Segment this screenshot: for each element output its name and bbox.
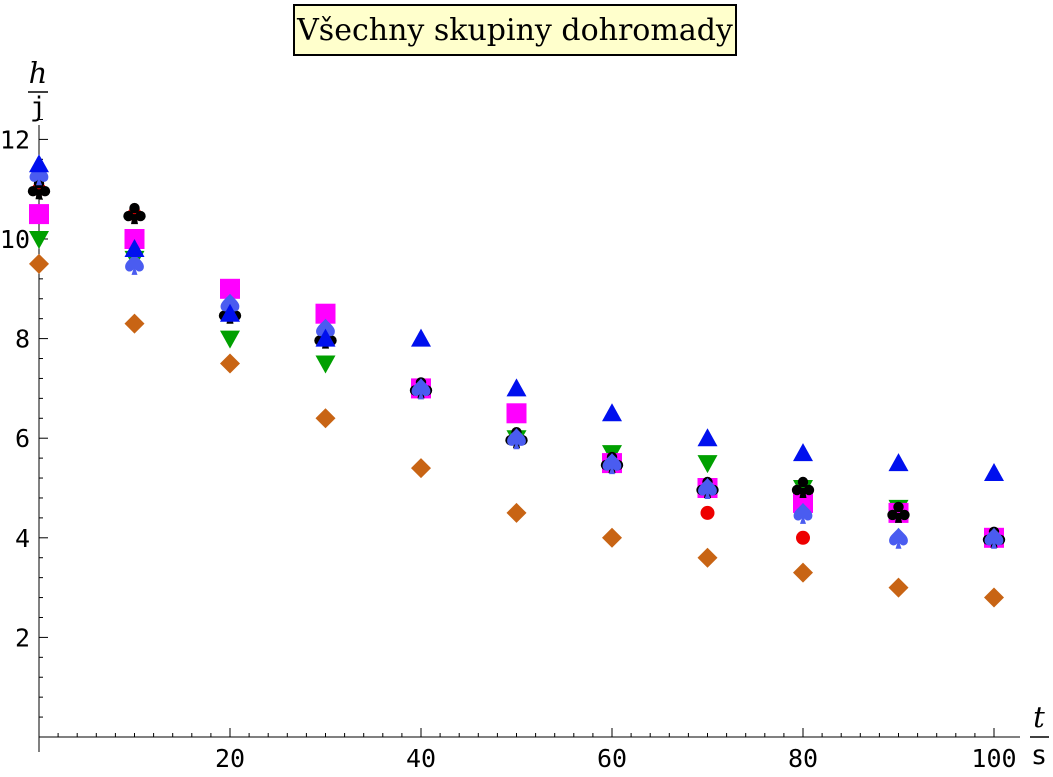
diamond-point [697, 547, 718, 568]
triangle-down-point [315, 355, 336, 374]
circle-point [700, 505, 715, 520]
series-diamond [29, 253, 1004, 608]
y-tick-label: 4 [15, 524, 30, 553]
spade-point [889, 527, 908, 549]
square-point [315, 303, 336, 324]
axes [38, 125, 1020, 752]
series-circle [32, 182, 1001, 545]
triangle-down-point [29, 231, 49, 249]
spade-point [984, 527, 1004, 549]
x-tick-label: 60 [597, 744, 627, 773]
diamond-point [888, 577, 909, 598]
spade-point [411, 378, 431, 400]
y-tick-label: 2 [15, 623, 30, 652]
series-club [27, 178, 1006, 548]
square-point [506, 403, 527, 424]
y-tick-label: 8 [15, 325, 30, 354]
data-marks [27, 154, 1006, 608]
diamond-point [315, 408, 336, 429]
y-tick-label: 6 [15, 424, 30, 453]
series-spade [29, 164, 1004, 549]
spade-point [698, 478, 717, 499]
diamond-point [602, 527, 622, 548]
club-point [887, 501, 910, 523]
diamond-point [124, 313, 145, 334]
x-axis-label-numerator: t [1033, 700, 1045, 734]
triangle-down-point [697, 455, 718, 474]
spade-point [793, 502, 813, 524]
series-square [29, 204, 1004, 548]
spade-point [125, 253, 144, 275]
x-tick-label: 80 [788, 744, 818, 773]
y-tick-label: 10 [0, 225, 30, 254]
triangle-down-point [220, 330, 240, 349]
series-triangle-up [29, 154, 1004, 482]
diamond-point [984, 587, 1004, 608]
triangle-up-point [124, 238, 145, 257]
chart-title: Všechny skupiny dohromady [293, 4, 737, 56]
triangle-up-point [220, 303, 240, 322]
x-axis-label-denominator: s [1031, 740, 1047, 771]
diamond-point [220, 353, 240, 374]
square-point [220, 278, 240, 299]
x-tick-label: 40 [406, 744, 436, 773]
circle-point [796, 530, 810, 545]
x-tick-label: 100 [971, 744, 1016, 773]
triangle-up-point [793, 443, 813, 462]
triangle-up-point [29, 154, 49, 173]
triangle-up-point [888, 453, 909, 472]
spade-point [507, 428, 526, 450]
diamond-point [506, 502, 527, 523]
triangle-up-point [411, 328, 431, 347]
tick-labels: 20 40 60 80 100 2 4 6 8 10 12 [0, 125, 1017, 773]
x-tick-label: 20 [215, 744, 245, 773]
y-axis-label-numerator: h [29, 56, 48, 90]
triangle-up-point [315, 328, 336, 347]
diamond-point [793, 562, 813, 583]
club-point [791, 476, 815, 498]
club-point [123, 202, 146, 225]
triangle-up-point [984, 463, 1004, 482]
diamond-point [411, 458, 431, 479]
axis-labels: hj ts [28, 56, 1049, 771]
y-axis-label-denominator: j [30, 92, 46, 123]
triangle-up-point [697, 428, 718, 447]
square-point [29, 204, 49, 225]
spade-point [602, 453, 622, 475]
y-tick-label: 12 [0, 125, 30, 154]
triangle-up-point [506, 378, 527, 397]
triangle-up-point [602, 403, 622, 422]
diamond-point [29, 253, 49, 274]
